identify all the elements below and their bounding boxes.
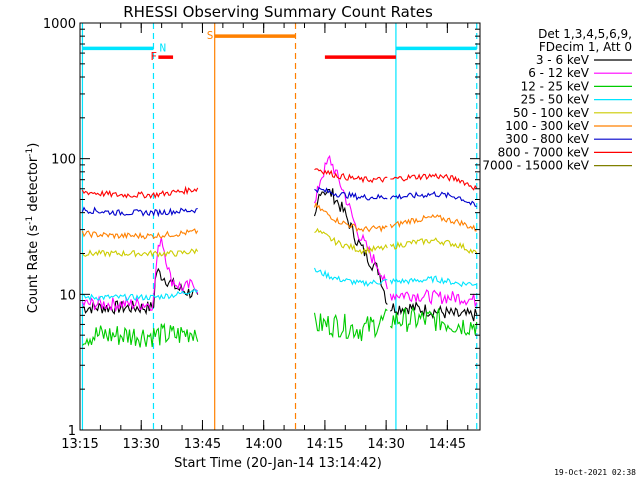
- y-tick-label: 1: [68, 424, 76, 439]
- series-line: [81, 228, 199, 240]
- legend-header-line: FDecim 1, Att 0: [539, 40, 632, 54]
- series-line: [389, 214, 477, 232]
- x-axis-label: Start Time (20-Jan-14 13:14:42): [174, 456, 382, 471]
- legend-entry-label: 300 - 800 keV: [505, 132, 589, 146]
- series-line: [82, 287, 199, 302]
- y-axis-label-part: ): [26, 143, 41, 148]
- time-bar-label: S: [207, 29, 214, 42]
- series-line: [389, 289, 478, 308]
- series-line: [313, 308, 388, 342]
- legend-entry-label: 100 - 300 keV: [505, 119, 589, 133]
- legend-entry-label: 6 - 12 keV: [528, 66, 590, 80]
- series-line: [389, 306, 478, 336]
- y-axis-label-sup: -1: [25, 148, 35, 157]
- series-line: [313, 267, 388, 287]
- series-line: [81, 237, 199, 313]
- series-line: [314, 227, 388, 255]
- legend-entry-label: 25 - 50 keV: [521, 93, 590, 107]
- series-line: [314, 168, 388, 184]
- legend-entry-label: 3 - 6 keV: [536, 53, 590, 67]
- series-line: [81, 206, 198, 218]
- x-tick-label: 14:30: [367, 437, 404, 452]
- legend-entry-label: 7000 - 15000 keV: [482, 159, 589, 173]
- x-tick-label: 14:45: [429, 437, 466, 452]
- y-axis-label: Count Rate (s-1 detector-1): [25, 143, 41, 314]
- y-tick-label: 100: [51, 153, 76, 168]
- legend-entry-label: 800 - 7000 keV: [498, 145, 590, 159]
- series-line: [390, 300, 478, 322]
- y-axis-label-sup: -1: [25, 216, 35, 225]
- series-line: [313, 188, 388, 305]
- y-tick-label: 10: [59, 288, 76, 303]
- y-tick-label: 1000: [43, 17, 76, 32]
- chart-title: RHESSI Observing Summary Count Rates: [123, 3, 433, 21]
- x-tick-label: 14:15: [306, 437, 343, 452]
- series-line: [81, 185, 199, 200]
- time-bar-label: F: [150, 50, 157, 63]
- x-tick-label: 13:15: [61, 437, 98, 452]
- series-line: [389, 237, 478, 254]
- legend-header-line: Det 1,3,4,5,6,9,: [538, 27, 632, 41]
- time-bar-label: N: [159, 41, 166, 54]
- series-line: [82, 322, 199, 348]
- legend-entry-label: 12 - 25 keV: [521, 79, 590, 93]
- x-tick-label: 13:45: [184, 437, 221, 452]
- series-line: [81, 248, 199, 258]
- generated-timestamp: 19-Oct-2021 02:38: [554, 468, 636, 477]
- series-line: [313, 201, 388, 233]
- y-axis-label-part: detector: [26, 156, 41, 216]
- series-line: [313, 154, 388, 290]
- legend: Det 1,3,4,5,6,9, FDecim 1, Att 0 3 - 6 k…: [482, 27, 632, 173]
- plot-frame: [79, 22, 481, 431]
- series-line: [390, 172, 478, 191]
- x-tick-label: 14:00: [245, 437, 282, 452]
- y-axis-label-part: Count Rate (s: [26, 225, 41, 314]
- x-tick-label: 13:30: [122, 437, 159, 452]
- series-line: [314, 186, 388, 201]
- series-line: [389, 275, 477, 288]
- series-line: [82, 267, 199, 316]
- legend-entry-label: 50 - 100 keV: [513, 106, 590, 120]
- series-line: [389, 191, 477, 208]
